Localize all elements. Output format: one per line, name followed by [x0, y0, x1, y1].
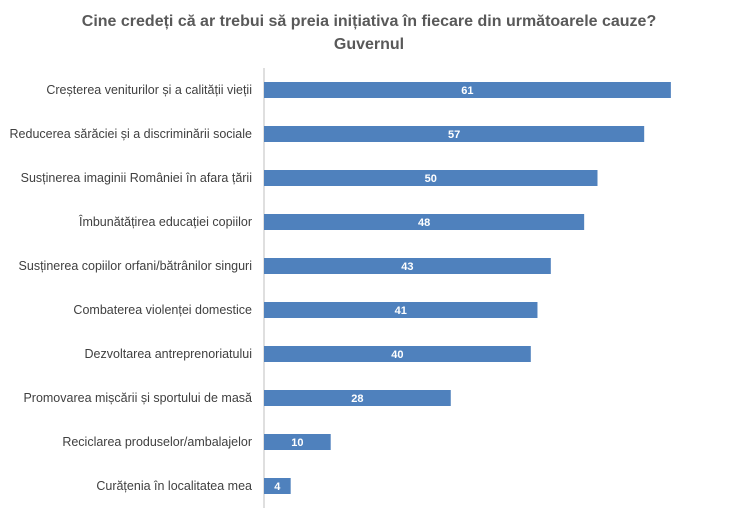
chart-subtitle: Guvernul — [333, 36, 405, 53]
category-label: Susținerea copiilor orfani/bătrânilor si… — [19, 259, 252, 273]
category-label: Dezvoltarea antreprenoriatului — [85, 347, 252, 361]
data-label: 57 — [448, 129, 460, 141]
data-label: 43 — [401, 261, 413, 273]
data-label: 4 — [274, 481, 281, 493]
data-label: 61 — [461, 85, 473, 97]
bar — [264, 126, 645, 142]
bar — [264, 302, 538, 318]
data-label: 28 — [351, 393, 363, 405]
bar — [264, 390, 451, 406]
data-label: 50 — [425, 173, 437, 185]
category-label: Reciclarea produselor/ambalajelor — [62, 435, 252, 449]
category-label: Curățenia în localitatea mea — [96, 479, 252, 493]
data-label: 40 — [391, 349, 403, 361]
category-label: Susținerea imaginii României în afara ță… — [21, 171, 252, 185]
data-label: 41 — [395, 305, 407, 317]
category-label: Îmbunătățirea educației copiilor — [78, 214, 252, 229]
bars-group: Creșterea veniturilor și a calității vie… — [10, 82, 671, 494]
bar — [264, 214, 585, 230]
bar — [264, 258, 551, 274]
category-label: Promovarea mișcării și sportului de masă — [23, 391, 252, 405]
category-label: Reducerea sărăciei și a discriminării so… — [10, 127, 253, 141]
data-label: 48 — [418, 217, 430, 229]
chart-title: Cine credeți că ar trebui să preia iniți… — [81, 13, 657, 30]
bar — [264, 170, 598, 186]
bar — [264, 82, 671, 98]
bar — [264, 346, 531, 362]
data-label: 10 — [291, 437, 303, 449]
bar — [264, 434, 331, 450]
bar — [264, 478, 291, 494]
category-label: Combaterea violenței domestice — [73, 303, 252, 317]
category-label: Creșterea veniturilor și a calității vie… — [46, 83, 252, 97]
